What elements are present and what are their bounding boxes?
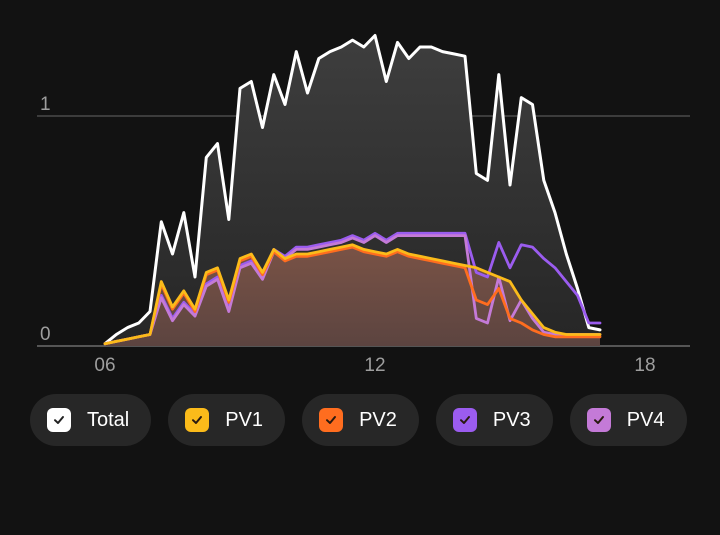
series-line-total xyxy=(103,34,602,346)
legend-item-total[interactable]: Total xyxy=(30,394,152,446)
checkbox-icon[interactable] xyxy=(185,408,210,432)
y-ticks: 01 xyxy=(40,94,51,345)
legend-item-pv2[interactable]: PV2 xyxy=(302,394,419,446)
x-tick-label: 06 xyxy=(94,355,115,376)
check-icon xyxy=(593,416,604,424)
series-line-pv4 xyxy=(103,234,602,346)
checkbox-icon[interactable] xyxy=(319,408,344,432)
check-icon xyxy=(192,416,203,424)
legend-label: PV3 xyxy=(492,408,531,431)
y-tick-label: 0 xyxy=(40,324,51,345)
legend-item-pv1[interactable]: PV1 xyxy=(168,394,286,446)
y-tick-label: 1 xyxy=(40,94,51,115)
check-icon xyxy=(326,416,337,424)
check-icon xyxy=(54,416,64,424)
checkbox-icon[interactable] xyxy=(586,408,611,432)
checkbox-icon[interactable] xyxy=(452,408,477,432)
legend-item-pv4[interactable]: PV4 xyxy=(569,394,687,446)
check-icon xyxy=(459,416,470,424)
x-ticks: 06 12 18 xyxy=(94,355,655,376)
legend-label: PV4 xyxy=(626,408,665,431)
legend-label: PV2 xyxy=(359,408,397,431)
legend-label: PV1 xyxy=(225,408,264,431)
legend-item-pv3[interactable]: PV3 xyxy=(435,394,553,446)
legend-label: Total xyxy=(87,408,130,431)
legend: Total PV1 PV2 PV3 PV4 xyxy=(30,394,710,446)
series-lines xyxy=(103,34,602,346)
checkbox-icon[interactable] xyxy=(47,408,71,432)
series-line-pv3 xyxy=(103,231,602,346)
chart: 01 06 12 18 xyxy=(37,34,690,376)
series-line-pv1 xyxy=(103,243,602,346)
x-tick-label: 12 xyxy=(364,355,385,376)
x-tick-label: 18 xyxy=(634,355,655,376)
